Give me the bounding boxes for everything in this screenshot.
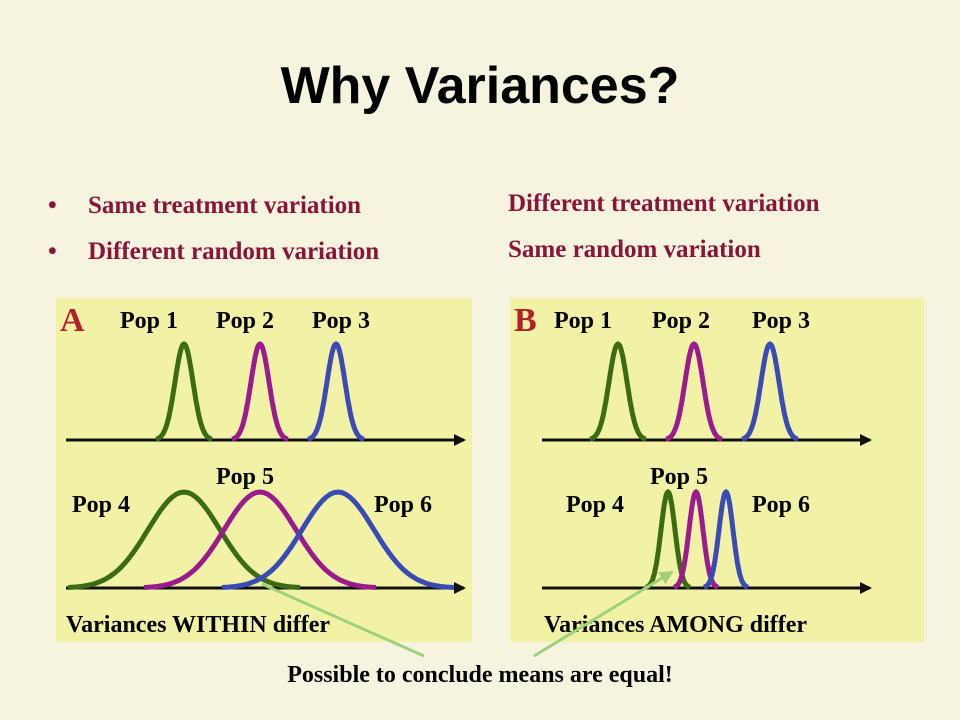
panel-a-pop1-curve [155, 341, 213, 442]
panel-a-pop6-curve [221, 489, 455, 590]
panel-a-pop1-label: Pop 1 [120, 308, 179, 334]
conclusion-text: Possible to conclude means are equal! [287, 662, 673, 688]
panel-b-pop2-curve [665, 341, 723, 442]
panel-a-plot [66, 341, 466, 594]
panel-a-pop3-curve [307, 341, 365, 442]
left-bullet-1: • Same treatment variation [48, 192, 379, 238]
right-line-1: Different treatment variation [508, 190, 820, 217]
right-text-list: Different treatment variation Same rando… [508, 190, 819, 282]
bullet-dot-icon: • [48, 238, 57, 265]
left-bullet-list: • Same treatment variation • Different ran… [48, 192, 379, 284]
panel-b-pop3-curve [741, 341, 799, 442]
panel-b-pop4-label: Pop 4 [566, 492, 625, 518]
panel-a-letter: A [60, 302, 85, 339]
right-line-2: Same random variation [508, 236, 761, 263]
left-bullet-2-text: Different random variation [88, 238, 380, 265]
panel-a-pop2-curve [231, 341, 289, 442]
panel-a-pop2-label: Pop 2 [216, 308, 275, 334]
panel-b-pop6-curve [703, 488, 749, 590]
panel-a-pop6-label: Pop 6 [374, 492, 433, 518]
panel-b-pop3-label: Pop 3 [752, 308, 811, 334]
panel-b-pop6-label: Pop 6 [752, 492, 811, 518]
panel-a-pop5-label: Pop 5 [216, 464, 275, 490]
panel-a: A Pop 1 Pop 2 Pop 3 Pop 5 Pop 4 Pop 6 Va… [56, 298, 472, 642]
panel-b-pop5-label: Pop 5 [650, 464, 709, 490]
slide-title: Why Variances? [280, 57, 680, 115]
left-bullet-2: • Different random variation [48, 238, 379, 284]
bullet-dot-icon: • [48, 192, 57, 219]
panel-b-pop2-label: Pop 2 [652, 308, 711, 334]
panel-b: B Pop 1 Pop 2 Pop 3 Pop 5 Pop 4 Pop 6 Va… [510, 298, 924, 642]
panel-a-pop3-label: Pop 3 [312, 308, 371, 334]
panel-b-plot [542, 341, 872, 594]
panel-a-pop4-label: Pop 4 [72, 492, 131, 518]
panel-b-pop1-curve [589, 341, 647, 442]
panel-b-pop1-label: Pop 1 [554, 308, 613, 334]
left-bullet-1-text: Same treatment variation [88, 192, 362, 219]
panel-b-letter: B [514, 302, 537, 339]
panel-a-pop5-curve [143, 489, 377, 590]
